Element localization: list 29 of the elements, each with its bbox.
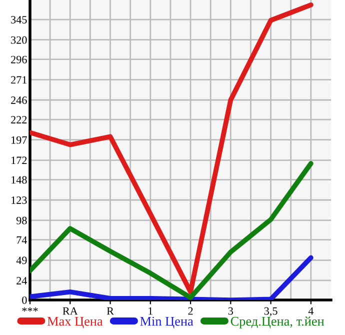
y-tick-label: 74 [16,236,28,244]
y-tick-label: 345 [11,16,27,24]
x-tick-label: RA [62,307,78,315]
y-tick-label: 98 [16,216,27,224]
y-tick-label: 172 [12,156,27,164]
legend-label: Max Цена [47,316,103,328]
x-tick-label: 1 [148,307,153,315]
y-tick-label: 148 [12,176,27,184]
y-tick-label: 197 [12,136,27,144]
x-tick-label: *** [22,307,38,312]
line-series [30,2,314,294]
x-tick-label: 3 [228,307,234,315]
y-tick-label: 0 [22,296,27,304]
y-tick-label: 123 [12,196,27,204]
y-tick-label: 296 [11,56,27,64]
x-tick-label: 3,5 [264,307,278,316]
legend-label: Min Цена [140,316,194,328]
y-tick-label: 246 [11,96,27,104]
x-tick-label: 2 [188,307,193,315]
y-tick-label: 320 [11,36,27,44]
legend-label: Сред.Цена, т.йен [230,316,324,328]
y-tick-label: 271 [11,76,27,84]
y-tick-label: 222 [11,116,27,124]
line-series [30,255,314,300]
x-tick-label: R [106,307,114,315]
line-series [30,160,314,300]
y-tick-label: 49 [16,256,27,264]
x-tick-label: 4 [308,307,314,315]
y-tick-label: 24 [16,276,28,284]
